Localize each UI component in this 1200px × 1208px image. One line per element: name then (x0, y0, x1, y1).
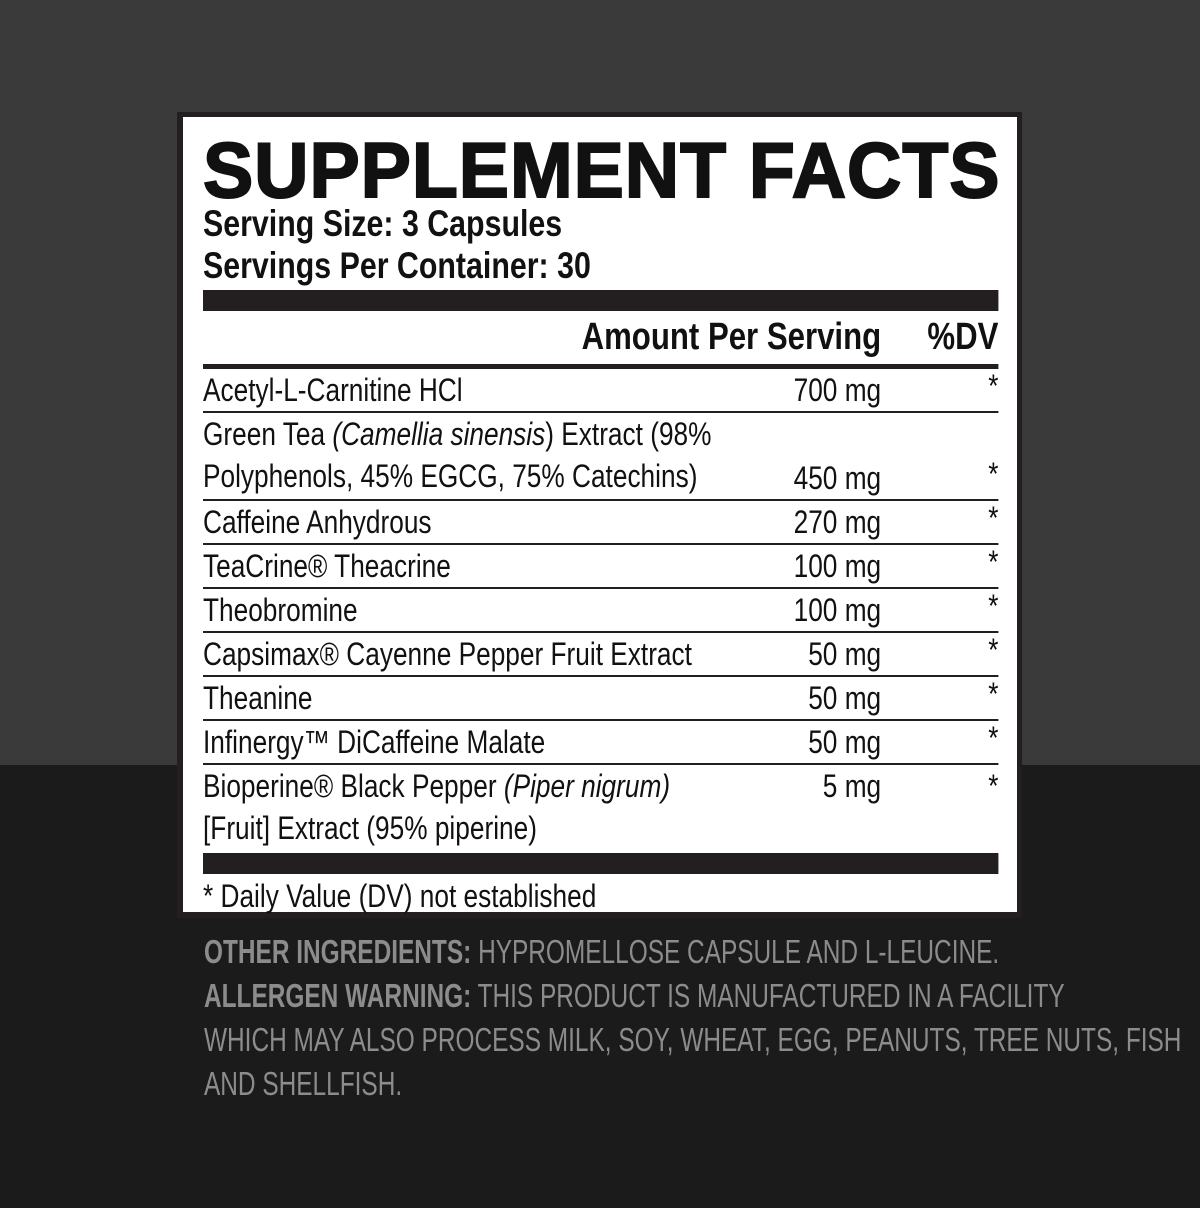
allergen-warning: ALLERGEN WARNING: THIS PRODUCT IS MANUFA… (204, 974, 1181, 1018)
name-part: Bioperine® Black Pepper (203, 768, 504, 804)
table-row: TeaCrine® Theacrine 100 mg * (203, 544, 999, 589)
ingredient-dv: * (988, 456, 999, 492)
other-ingredients-text: HYPROMELLOSE CAPSULE AND L-LEUCINE. (471, 933, 1000, 970)
name-line2: Polyphenols, 45% EGCG, 75% Catechins) (203, 458, 698, 494)
ingredient-dv: * (988, 588, 999, 624)
table-row: Theobromine 100 mg * (203, 588, 999, 633)
other-ingredients-label: OTHER INGREDIENTS: (204, 933, 472, 970)
ingredient-amount: 100 mg (793, 548, 882, 584)
name-italic: (Camellia sinensis (332, 416, 546, 452)
other-info: OTHER INGREDIENTS: HYPROMELLOSE CAPSULE … (204, 930, 1181, 1106)
ingredient-dv: * (988, 500, 999, 536)
allergen-warning-text: THIS PRODUCT IS MANUFACTURED IN A FACILI… (471, 977, 1065, 1014)
ingredient-dv: * (988, 768, 999, 804)
ingredient-amount: 100 mg (793, 592, 882, 628)
amount-header: Amount Per Serving (581, 316, 882, 358)
serving-size: Serving Size: 3 Capsules (203, 203, 563, 244)
table-row: Green Tea (Camellia sinensis) Extract (9… (203, 413, 999, 501)
table-row: Caffeine Anhydrous 270 mg * (203, 500, 999, 545)
other-ingredients: OTHER INGREDIENTS: HYPROMELLOSE CAPSULE … (204, 930, 1181, 974)
name-italic: (Piper nigrum) (503, 768, 671, 804)
ingredient-name: Theobromine (203, 592, 358, 628)
ingredient-name: TeaCrine® Theacrine (203, 548, 451, 584)
ingredients-table: Amount Per Serving %DV Acetyl-L-Carnitin… (203, 290, 999, 918)
ingredient-name: Caffeine Anhydrous (203, 504, 432, 540)
ingredient-dv: * (988, 720, 999, 756)
divider-bar (203, 290, 999, 311)
ingredient-name: Infinergy™ DiCaffeine Malate (203, 724, 546, 760)
ingredient-dv: * (988, 676, 999, 712)
divider-thick (203, 364, 999, 369)
ingredient-amount: 50 mg (808, 680, 882, 716)
supplement-facts-label: SUPPLEMENT FACTS Serving Size: 3 Capsule… (183, 117, 1017, 914)
dv-header: %DV (927, 316, 999, 358)
allergen-warning-label: ALLERGEN WARNING: (204, 977, 472, 1014)
ingredient-amount: 50 mg (808, 636, 882, 672)
ingredient-name: Bioperine® Black Pepper (Piper nigrum) [F… (203, 765, 750, 849)
ingredient-name: Acetyl-L-Carnitine HCl (203, 372, 463, 408)
ingredient-amount: 700 mg (793, 372, 882, 408)
ingredient-name: Capsimax® Cayenne Pepper Fruit Extract (203, 636, 692, 672)
label-title: SUPPLEMENT FACTS (202, 125, 1001, 215)
ingredient-name: Theanine (203, 680, 313, 716)
serving-info: Serving Size: 3 Capsules Servings Per Co… (203, 203, 591, 287)
table-row: Bioperine® Black Pepper (Piper nigrum) [F… (203, 765, 998, 853)
table-row: Acetyl-L-Carnitine HCl 700 mg * (203, 368, 999, 413)
table-row: Capsimax® Cayenne Pepper Fruit Extract 50… (203, 632, 999, 677)
allergen-warning-line: WHICH MAY ALSO PROCESS MILK, SOY, WHEAT,… (204, 1021, 1182, 1058)
divider-bar (203, 853, 999, 874)
name-line2: [Fruit] Extract (95% piperine) (203, 810, 537, 846)
ingredient-amount: 450 mg (793, 460, 882, 496)
ingredient-name: Green Tea (Camellia sinensis) Extract (9… (203, 413, 750, 497)
servings-per-container: Servings Per Container: 30 (203, 245, 591, 286)
supplement-facts-panel: SUPPLEMENT FACTS Serving Size: 3 Capsule… (177, 112, 1022, 918)
name-part: Green Tea (203, 416, 333, 452)
ingredient-dv: * (988, 544, 999, 580)
ingredient-dv: * (988, 368, 999, 404)
table-row: Theanine 50 mg * (203, 676, 999, 721)
table-row: Infinergy™ DiCaffeine Malate 50 mg * (203, 720, 999, 765)
ingredient-amount: 5 mg (822, 768, 882, 804)
name-part: ) Extract (98% (545, 416, 712, 452)
footnote: * Daily Value (DV) not established (203, 878, 597, 914)
allergen-warning-line: AND SHELLFISH. (204, 1065, 403, 1102)
table-header: Amount Per Serving %DV (203, 311, 999, 364)
ingredient-dv: * (988, 632, 999, 668)
ingredient-amount: 50 mg (808, 724, 882, 760)
ingredient-amount: 270 mg (793, 504, 882, 540)
